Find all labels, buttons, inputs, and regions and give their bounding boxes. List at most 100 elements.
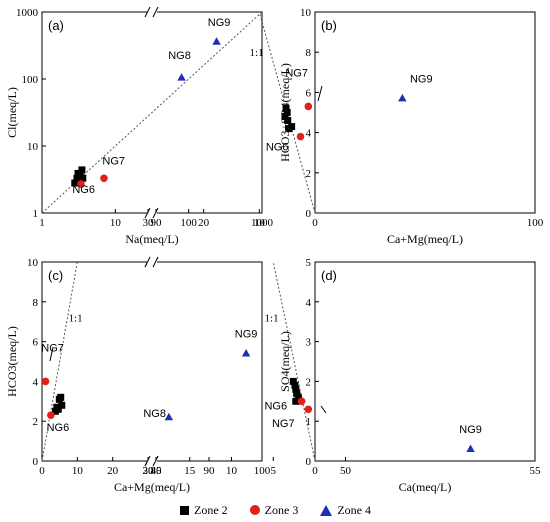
- x-tick-label: 5: [271, 465, 277, 477]
- one-to-one-label: 1:1: [250, 47, 264, 59]
- axis-break-gap: [147, 257, 157, 267]
- zone-2-point: [291, 381, 299, 389]
- zone-2-point: [54, 405, 62, 413]
- zone-2-point: [282, 104, 290, 112]
- point-label: NG8: [143, 408, 166, 420]
- y-tick-label: 6: [306, 87, 312, 99]
- zone-2-point: [58, 401, 66, 409]
- zone-2-point: [285, 125, 293, 133]
- y-tick-label: 1: [33, 208, 39, 220]
- one-to-one-line: [41, 261, 78, 462]
- x-tick-label: 100: [527, 217, 544, 229]
- zone-2-point: [292, 397, 300, 405]
- plot-frame: [314, 11, 536, 214]
- x-axis-label: Ca+Mg(meq/L): [114, 480, 190, 494]
- axis-break-mark: [144, 6, 151, 18]
- y-tick-label: 2: [33, 416, 39, 428]
- one-to-one-line: [272, 261, 316, 462]
- legend-label: Zone 4: [337, 502, 371, 517]
- zone-4-point: [177, 73, 186, 81]
- y-tick-label: 2: [306, 376, 312, 388]
- y-tick-label: 5: [306, 257, 312, 269]
- zone-2-point: [78, 166, 86, 174]
- point-label: NG9: [410, 73, 433, 85]
- axis-break-mark: [152, 256, 159, 268]
- point-label: NG9: [459, 424, 482, 436]
- zone-2-point: [292, 385, 300, 393]
- legend: Zone 2 Zone 3 Zone 4: [180, 501, 371, 519]
- chart-panel-a: 1 10 100 1000 1 10 100 1000 Na(meq/L) Cl(meq/L) (a…: [5, 7, 274, 246]
- zone-3-point: [297, 397, 306, 406]
- legend-item-zone-4: Zone 4: [320, 503, 371, 518]
- y-tick-label: 4: [33, 376, 39, 388]
- zone-3-point: [100, 174, 108, 183]
- legend-item-zone-2: Zone 2: [180, 503, 228, 518]
- point-label: NG9: [208, 17, 231, 29]
- circle-marker-icon: [249, 505, 260, 515]
- y-tick-label: 4: [306, 297, 312, 309]
- y-tick-label: 0: [306, 208, 312, 220]
- x-tick-label: 10: [110, 217, 122, 229]
- y-tick-label: 2: [306, 168, 312, 180]
- axis-break-mark: [144, 256, 151, 268]
- legend-label: Zone 2: [194, 502, 228, 517]
- x-tick-label: 10: [72, 465, 84, 477]
- plot-frame: [41, 261, 263, 462]
- y-axis-label: Cl(meq/L): [5, 87, 19, 138]
- axis-break-gap: [147, 208, 157, 218]
- x-tick-label: 100: [180, 217, 197, 229]
- y-tick-label: 0: [33, 456, 39, 468]
- x-axis-label: Ca+Mg(meq/L): [387, 232, 463, 246]
- zone-2-point: [71, 179, 79, 187]
- y-tick-label: 0: [306, 456, 312, 468]
- x-tick-label: 10: [226, 465, 238, 477]
- x-tick-label: 20: [107, 465, 119, 477]
- point-label: NG6: [266, 142, 289, 154]
- x-tick-label: 20: [198, 217, 210, 229]
- one-to-one-label: 1:1: [265, 313, 279, 325]
- x-tick-label: 0: [312, 217, 318, 229]
- y-tick-label: 4: [306, 128, 312, 140]
- point-label: NG6: [264, 400, 287, 412]
- point-label: NG9: [235, 329, 258, 341]
- plot-frame: [314, 261, 536, 462]
- zone-2-point: [283, 109, 291, 116]
- zone-3-point: [47, 411, 55, 420]
- x-tick-label: 15: [184, 465, 196, 477]
- zone-4-point: [212, 37, 221, 45]
- panel-label: (d): [321, 268, 337, 283]
- zone-2-point: [281, 113, 289, 121]
- panel-label: (c): [48, 268, 63, 283]
- legend-item-zone-3: Zone 3: [249, 503, 298, 518]
- x-tick-label: 45: [151, 465, 163, 477]
- zone-2-point: [294, 393, 302, 401]
- leader-arrow: [320, 405, 327, 414]
- y-tick-label: 8: [33, 297, 39, 309]
- point-label: NG7: [272, 418, 295, 430]
- point-label: NG7: [285, 67, 308, 79]
- x-tick-label: 80: [151, 465, 163, 477]
- one-to-one-label: 1:1: [69, 313, 83, 325]
- y-tick-label: 1: [306, 416, 312, 428]
- x-axis-label: Na(meq/L): [125, 232, 178, 246]
- x-tick-label: 30: [143, 465, 155, 477]
- x-tick-label: 100: [254, 465, 271, 477]
- zone-3-point: [41, 377, 50, 386]
- y-tick-label: 10: [27, 141, 39, 153]
- triangle-marker-icon: [320, 504, 333, 516]
- y-tick-label: 10: [300, 7, 312, 19]
- y-axis-label: HCO3(meq/L): [5, 326, 19, 397]
- point-label: NG8: [168, 50, 191, 62]
- square-marker-icon: [180, 505, 189, 515]
- zone-2-point: [79, 174, 87, 182]
- point-label: NG7: [102, 155, 125, 167]
- chart-panel-b: 0102030901000246810Ca+Mg(meq/L)HCO3+SO4(…: [143, 6, 544, 246]
- zone-4-point: [164, 412, 174, 421]
- zone-3-point: [304, 405, 313, 414]
- zone-2-point: [284, 117, 292, 125]
- y-axis-label: SO4(meq/L): [278, 331, 292, 392]
- zone-3-point: [304, 102, 313, 111]
- zone-4-point: [241, 349, 251, 357]
